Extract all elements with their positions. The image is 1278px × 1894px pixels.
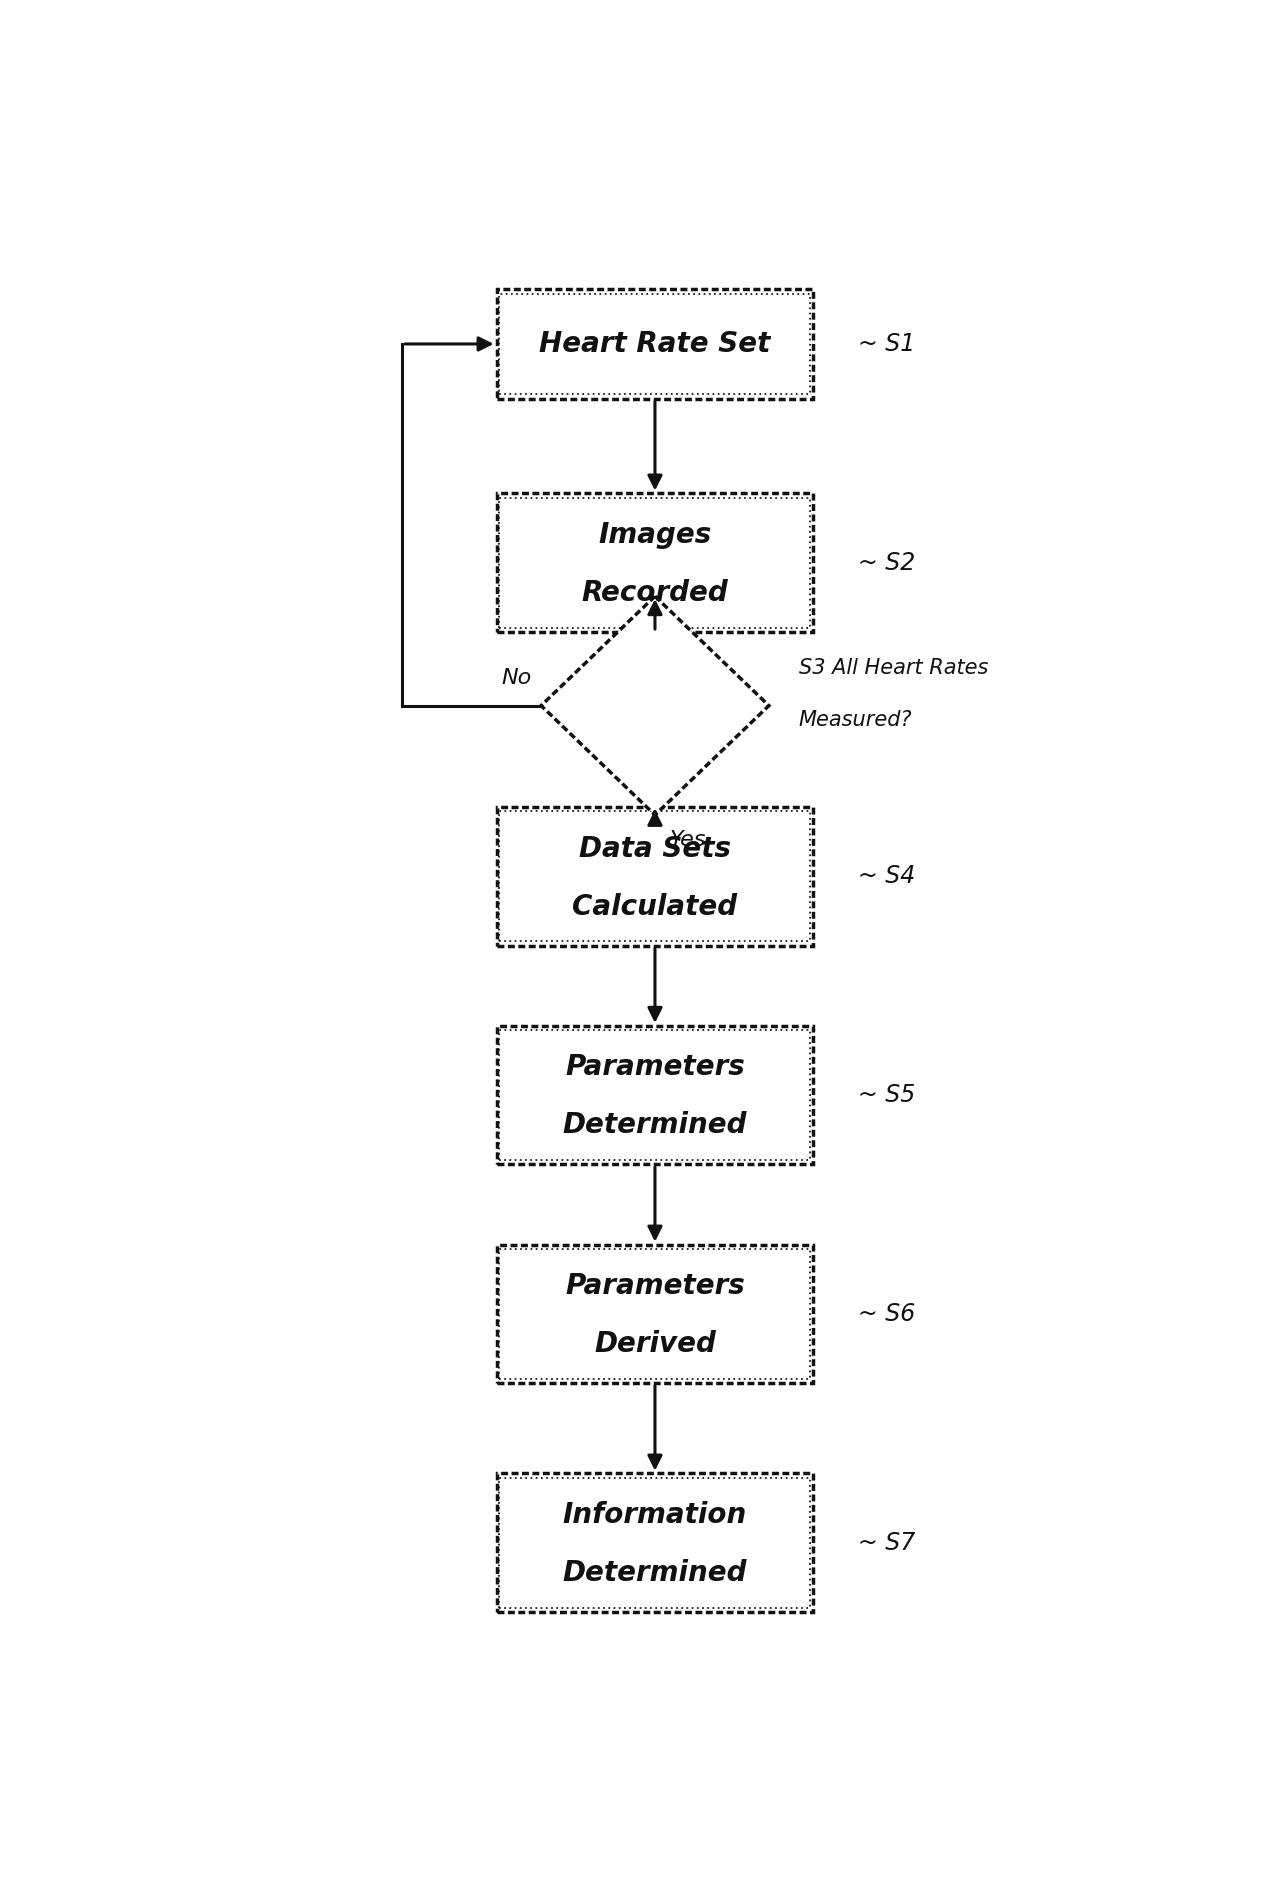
Text: ~ S1: ~ S1 [858,331,915,356]
Bar [500,811,810,941]
Text: ~ S4: ~ S4 [858,864,915,888]
Bar [496,1244,813,1383]
Bar [496,1027,813,1165]
Text: Data Sets: Data Sets [579,835,731,862]
Bar [496,494,813,633]
Text: Parameters: Parameters [565,1273,745,1299]
Text: Determined: Determined [562,1112,748,1140]
Bar [500,1477,810,1608]
Bar [496,290,813,398]
Text: Information: Information [562,1502,748,1528]
Text: Heart Rate Set: Heart Rate Set [539,330,771,358]
Text: S3 All Heart Rates: S3 All Heart Rates [799,657,988,678]
Bar [500,498,810,627]
Text: Images: Images [598,521,712,549]
Polygon shape [541,597,769,814]
Text: ~ S5: ~ S5 [858,1083,915,1106]
Text: No: No [501,669,532,688]
Bar [500,1248,810,1379]
Text: ~ S7: ~ S7 [858,1530,915,1555]
Bar [496,807,813,945]
Text: Yes: Yes [670,830,707,850]
Text: Measured?: Measured? [799,710,912,731]
Text: Recorded: Recorded [581,580,728,608]
Text: Determined: Determined [562,1559,748,1587]
Text: ~ S6: ~ S6 [858,1301,915,1326]
Bar [496,1474,813,1612]
Text: Derived: Derived [594,1330,716,1358]
Bar [500,294,810,394]
Text: ~ S2: ~ S2 [858,551,915,574]
Text: Parameters: Parameters [565,1053,745,1081]
Bar [500,1030,810,1159]
Text: Calculated: Calculated [573,892,737,920]
